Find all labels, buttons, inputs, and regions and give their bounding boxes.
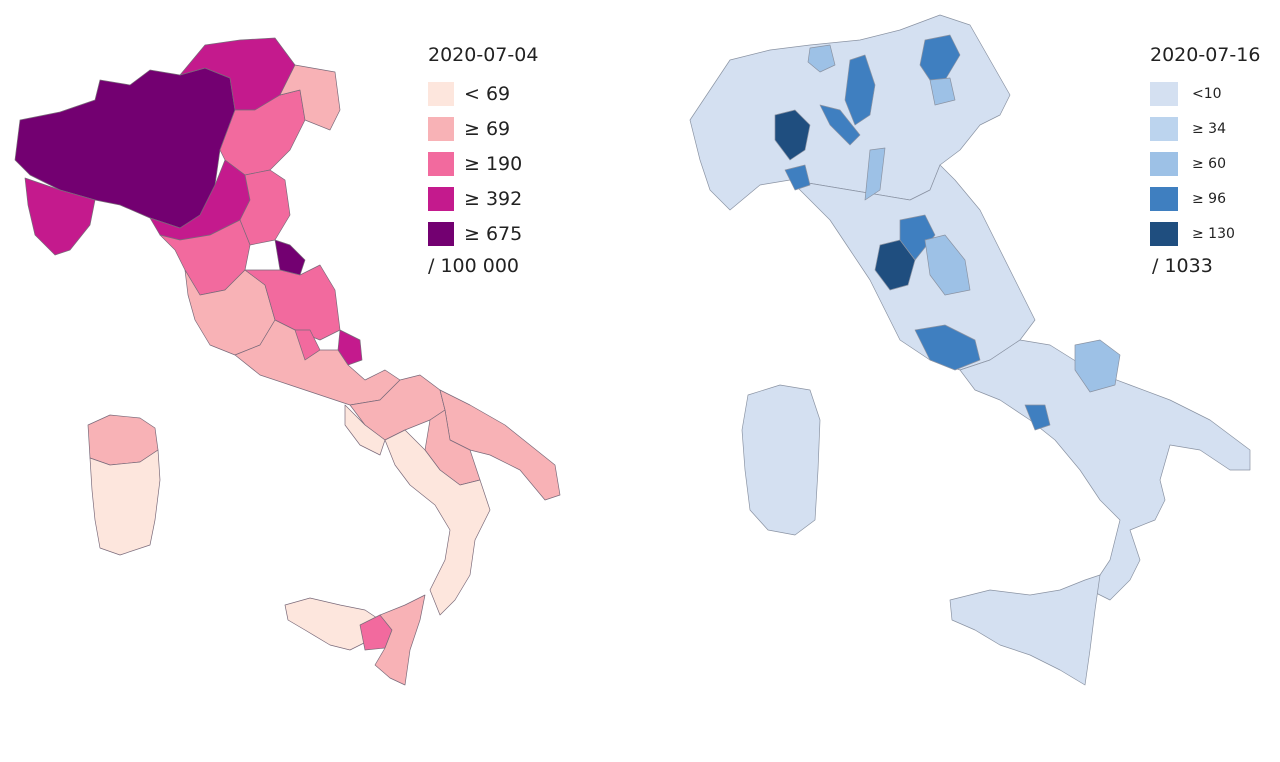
- legend-item-3: ≥ 60: [1150, 146, 1260, 181]
- region-veneto-mid[interactable]: [929, 77, 956, 106]
- region-apulia-mid[interactable]: [1074, 339, 1121, 393]
- region-liguria-mid[interactable]: [784, 164, 811, 191]
- legend-label: ≥ 675: [464, 222, 523, 245]
- legend-item-1: < 69: [428, 76, 538, 111]
- region-calabria[interactable]: [384, 429, 491, 616]
- legend-swatch: [428, 221, 454, 246]
- region-friuli[interactable]: [279, 64, 341, 131]
- legend-swatch: [1150, 151, 1178, 176]
- right-legend-per: / 1033: [1152, 255, 1213, 277]
- region-sardinia[interactable]: [741, 384, 821, 536]
- legend-label: ≥ 60: [1192, 155, 1226, 172]
- legend-swatch: [1150, 221, 1178, 246]
- region-veneto[interactable]: [219, 89, 306, 176]
- left-legend-per: / 100 000: [428, 255, 520, 277]
- region-campania-high[interactable]: [1024, 404, 1051, 431]
- legend-swatch: [428, 81, 454, 106]
- legend-swatch: [428, 186, 454, 211]
- legend-label: ≥ 69: [464, 117, 511, 140]
- italy-choropleth-left: [14, 37, 561, 686]
- legend-label: ≥ 34: [1192, 120, 1226, 137]
- left-map-legend: 2020-07-04 < 69 ≥ 69 ≥ 190 ≥ 392 ≥ 675 /…: [428, 44, 538, 277]
- legend-item-5: ≥ 130: [1150, 216, 1260, 251]
- legend-label: ≥ 96: [1192, 190, 1226, 207]
- legend-label: < 69: [464, 82, 511, 105]
- region-umbria-mid[interactable]: [924, 234, 971, 296]
- legend-swatch: [428, 116, 454, 141]
- legend-label: ≥ 190: [464, 152, 523, 175]
- region-piedmont-south[interactable]: [24, 177, 96, 256]
- legend-item-2: ≥ 34: [1150, 111, 1260, 146]
- italy-choropleth-right: [689, 14, 1251, 686]
- legend-item-2: ≥ 69: [428, 111, 538, 146]
- region-marche-north[interactable]: [274, 239, 306, 276]
- region-lazio[interactable]: [234, 319, 401, 406]
- region-lombardy-high[interactable]: [844, 54, 876, 126]
- legend-label: ≥ 130: [1192, 225, 1235, 242]
- region-sardinia-south[interactable]: [89, 449, 161, 556]
- region-tuscany-high[interactable]: [899, 214, 936, 261]
- legend-swatch: [428, 151, 454, 176]
- right-map-legend: 2020-07-16 <10 ≥ 34 ≥ 60 ≥ 96 ≥ 130 / 10…: [1150, 44, 1260, 277]
- region-sicily-east[interactable]: [374, 594, 426, 686]
- region-sicily[interactable]: [949, 574, 1101, 686]
- region-emilia-east[interactable]: [239, 169, 291, 246]
- region-piedmont-dark[interactable]: [774, 109, 811, 161]
- legend-label: ≥ 392: [464, 187, 523, 210]
- region-campania-coast[interactable]: [344, 404, 386, 456]
- region-abruzzo[interactable]: [337, 329, 363, 366]
- region-emilia-mid[interactable]: [864, 147, 886, 201]
- region-lazio-high[interactable]: [914, 324, 981, 371]
- region-lombardy-strip[interactable]: [819, 104, 861, 146]
- legend-item-5: ≥ 675: [428, 216, 538, 251]
- right-legend-date: 2020-07-16: [1150, 44, 1261, 66]
- legend-swatch: [1150, 186, 1178, 211]
- legend-swatch: [1150, 81, 1178, 106]
- legend-swatch: [1150, 116, 1178, 141]
- legend-item-3: ≥ 190: [428, 146, 538, 181]
- legend-label: <10: [1192, 85, 1222, 102]
- right-map-panel: 2020-07-16 <10 ≥ 34 ≥ 60 ≥ 96 ≥ 130 / 10…: [640, 0, 1280, 762]
- left-map-panel: 2020-07-04 < 69 ≥ 69 ≥ 190 ≥ 392 ≥ 675 /…: [14, 37, 561, 686]
- region-lombardy-mid[interactable]: [807, 44, 836, 73]
- legend-item-4: ≥ 96: [1150, 181, 1260, 216]
- left-legend-date: 2020-07-04: [428, 44, 539, 66]
- legend-item-1: <10: [1150, 76, 1260, 111]
- legend-item-4: ≥ 392: [428, 181, 538, 216]
